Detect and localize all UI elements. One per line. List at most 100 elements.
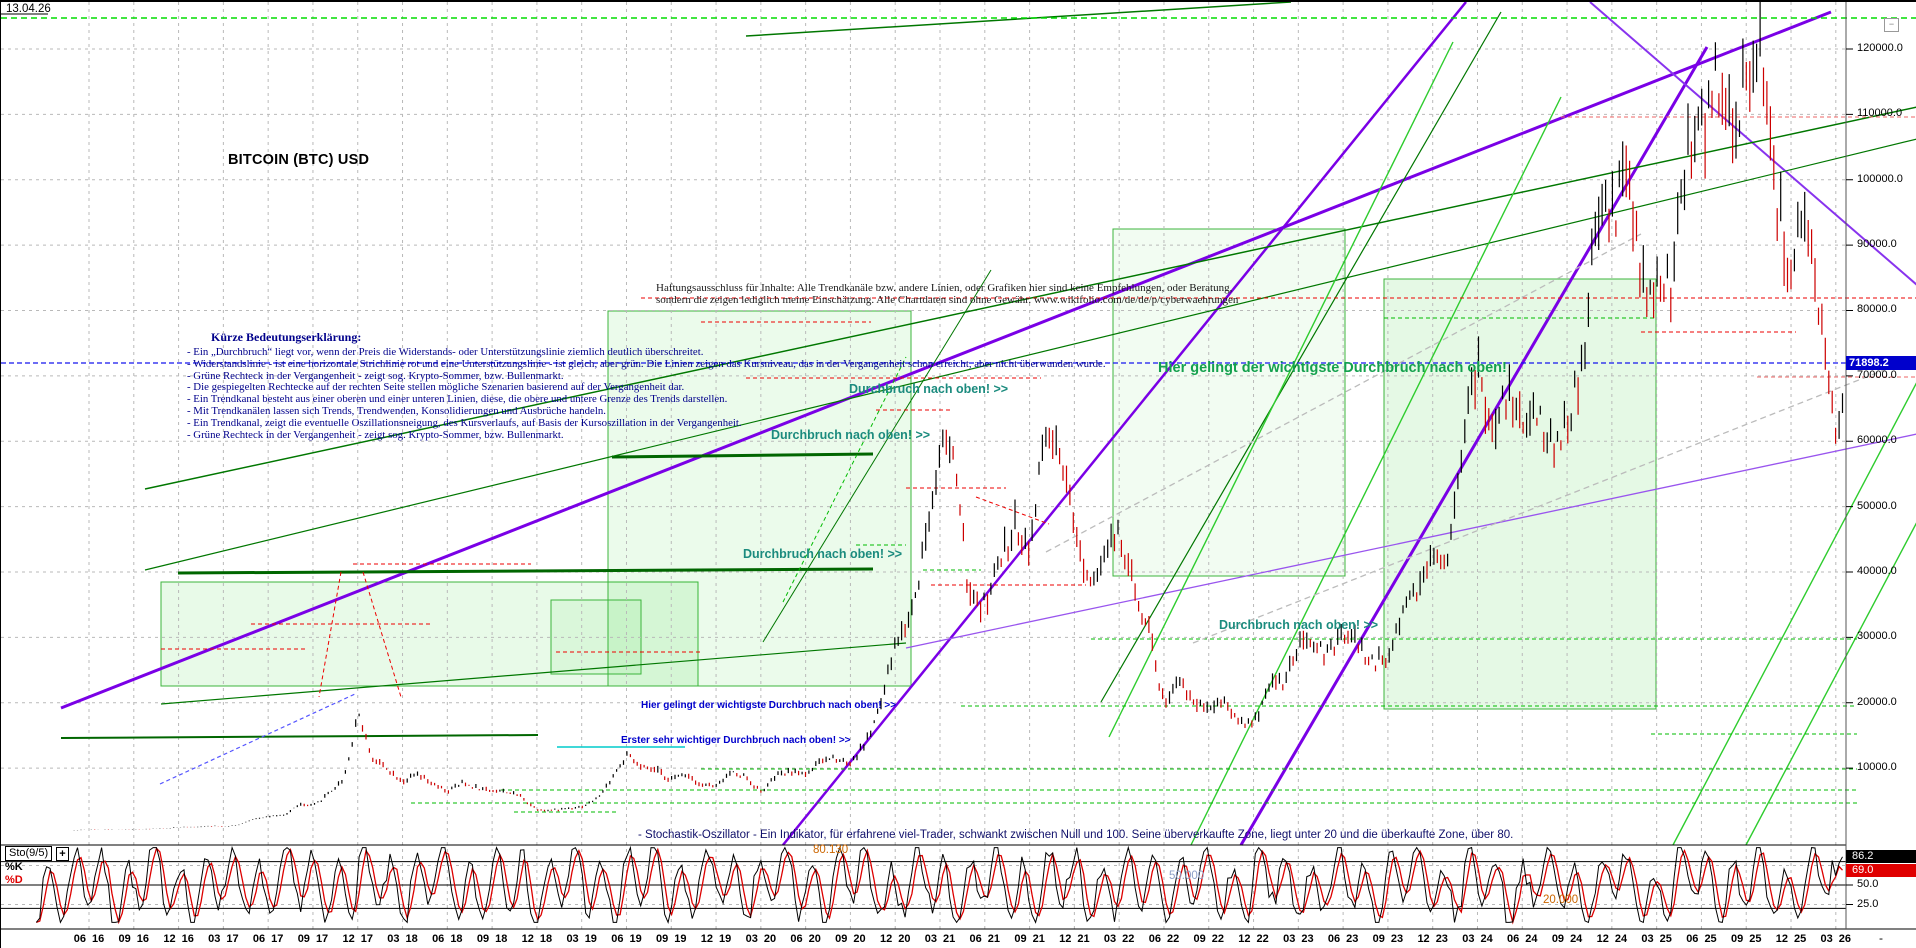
- date-axis-year: 25: [1704, 933, 1717, 945]
- legend-lines: - Ein „Durchbruch“ liegt vor, wenn der P…: [187, 346, 1106, 441]
- disclaimer-line-1: Haftungsausschluss für Inhalte: Alle Tre…: [656, 282, 1233, 294]
- date-axis-month: 03: [387, 933, 400, 945]
- chart-annotation: Durchbruch nach oben! >>: [743, 547, 903, 561]
- date-axis-year: 23: [1301, 933, 1314, 945]
- date-axis-year: 22: [1166, 933, 1180, 945]
- osc-level-label: 50.000: [1169, 870, 1205, 882]
- date-axis-year: 22: [1211, 933, 1224, 945]
- price-axis-label: 20000.0: [1857, 695, 1897, 708]
- date-axis-year: 21: [1032, 933, 1045, 945]
- date-axis-month: 06: [73, 933, 86, 945]
- legend-explanation-block: Kürze Bedeutungserklärung: - Ein „Durchb…: [187, 330, 1106, 441]
- date-axis-year: 21: [1077, 933, 1090, 945]
- price-axis-label: 100000.0: [1857, 172, 1903, 185]
- date-axis-month: 03: [924, 933, 937, 945]
- chart-annotation: Hier gelingt der wichtigste Durchbruch n…: [1158, 360, 1507, 376]
- date-axis-month: 09: [1551, 933, 1565, 945]
- date-axis-month: 03: [1103, 933, 1117, 945]
- disclaimer-line-2: sondern die zeigen lediglich meine Einsc…: [656, 293, 1239, 306]
- date-axis-year: 24: [1614, 933, 1628, 945]
- date-axis-year: 25: [1749, 933, 1762, 945]
- stochastic-indicator-label[interactable]: Sto(9/5): [5, 846, 53, 861]
- legend-line: - Mit Trendkanälen lassen sich Trends, T…: [187, 404, 606, 417]
- price-axis-label: 50000.0: [1857, 499, 1897, 512]
- price-axis-label: 70000.0: [1857, 368, 1897, 381]
- axis-collapse-button[interactable]: -: [1879, 931, 1883, 945]
- date-axis-year: 20: [808, 933, 821, 945]
- date-axis-month: 06: [252, 933, 266, 945]
- legend-title: Kürze Bedeutungserklärung:: [211, 330, 362, 344]
- date-axis-month: 09: [1014, 933, 1027, 945]
- date-axis-month: 03: [1641, 933, 1654, 945]
- legend-line: - Grüne Rechteck in der Vergangenheit - …: [187, 369, 564, 382]
- date-axis-month: 12: [163, 933, 176, 945]
- price-axis-label: 120000.0: [1857, 42, 1903, 54]
- date-axis-year: 18: [450, 933, 463, 945]
- date-axis-year: 17: [360, 933, 373, 945]
- date-axis-month: 03: [208, 933, 221, 945]
- percent-d-label: %D: [5, 874, 23, 886]
- osc-level-label: 80.130: [813, 844, 849, 856]
- date-axis-year: 21: [943, 933, 956, 945]
- date-axis-month: 03: [1820, 933, 1833, 945]
- date-axis-month: 09: [118, 933, 131, 945]
- date-axis-month: 12: [1059, 933, 1072, 945]
- date-axis-month: 09: [835, 933, 848, 945]
- price-axis-label: 90000.0: [1857, 238, 1897, 251]
- date-axis-year: 17: [315, 933, 329, 945]
- date-axis-year: 19: [584, 933, 597, 945]
- disclaimer-block: Haftungsausschluss für Inhalte: Alle Tre…: [656, 282, 1239, 306]
- percent-k-label: %K: [5, 861, 23, 873]
- chart-annotation: Erster sehr wichtiger Durchbruch nach ob…: [621, 735, 851, 746]
- date-axis-month: 03: [1283, 933, 1296, 945]
- date-axis-year: 20: [853, 933, 866, 945]
- date-axis-year: 16: [92, 933, 105, 945]
- date-axis-month: 06: [969, 933, 982, 945]
- minimize-icon[interactable]: −: [1884, 18, 1899, 32]
- price-axis-label: 80000.0: [1857, 303, 1897, 316]
- date-axis-month: 06: [1686, 933, 1699, 945]
- date-axis-year: 22: [1256, 933, 1269, 945]
- price-axis-label: 40000.0: [1857, 564, 1897, 577]
- date-axis-month: 06: [790, 933, 803, 945]
- date-axis-year: 18: [539, 933, 553, 945]
- date-axis-month: 09: [297, 933, 310, 945]
- date-axis-month: 09: [476, 933, 490, 945]
- chart-annotation: Durchbruch nach oben! >>: [1219, 618, 1379, 632]
- date-axis-month: 12: [879, 933, 893, 945]
- legend-line: - Ein Trendkanal besteht aus einer obere…: [187, 393, 728, 406]
- date-axis-year: 18: [495, 933, 508, 945]
- indicator-expand-button[interactable]: +: [56, 847, 69, 861]
- chart-annotation: Hier gelingt der wichtigste Durchbruch n…: [641, 700, 897, 711]
- date-axis-year: 23: [1346, 933, 1359, 945]
- date-axis-month: 12: [1775, 933, 1789, 945]
- date-axis-year: 23: [1435, 933, 1448, 945]
- date-axis-year: 24: [1480, 933, 1493, 945]
- date-axis-year: 20: [898, 933, 911, 945]
- date-axis-year: 24: [1570, 933, 1583, 945]
- oscillator-description: - Stochastik-Oszillator - Ein Indikator,…: [638, 829, 1514, 841]
- date-axis-year: 24: [1525, 933, 1538, 945]
- date-axis-year: 20: [763, 933, 777, 945]
- date-axis-year: 16: [136, 933, 150, 945]
- date-axis-year: 25: [1794, 933, 1807, 945]
- osc-scale-label-25: 25.0: [1857, 898, 1879, 910]
- date-axis-year: 23: [1390, 933, 1404, 945]
- legend-line: - Grüne Rechteck in der Vergangenheit - …: [187, 428, 564, 441]
- chart-annotation: Durchbruch nach oben! >>: [849, 382, 1009, 396]
- date-axis-month: 12: [700, 933, 714, 945]
- date-axis-year: 17: [226, 933, 239, 945]
- chart-annotation: Durchbruch nach oben! >>: [771, 428, 931, 442]
- date-axis-month: 03: [1462, 933, 1475, 945]
- osc-level-label: 20.000: [1543, 894, 1579, 906]
- current-date-label: 13.04.26: [6, 3, 51, 15]
- date-axis-year: 19: [674, 933, 687, 945]
- price-axis-label: 110000.0: [1857, 107, 1903, 120]
- date-axis-month: 06: [611, 933, 624, 945]
- date-axis-month: 09: [1193, 933, 1206, 945]
- legend-line: - Die gespiegelten Rechtecke auf der rec…: [187, 381, 685, 394]
- date-axis-year: 22: [1122, 933, 1135, 945]
- date-axis-year: 25: [1659, 933, 1672, 945]
